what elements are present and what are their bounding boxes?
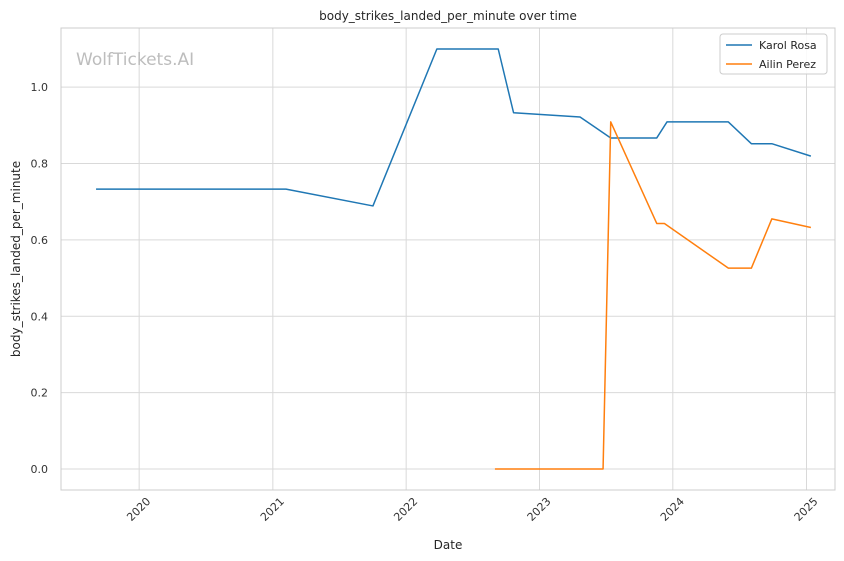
legend: Karol Rosa Ailin Perez: [719, 33, 828, 75]
legend-label-ailin-perez: Ailin Perez: [759, 58, 816, 71]
plot-frame: [60, 27, 836, 491]
series-line-karol-rosa: [96, 48, 812, 207]
y-tick-label-1.0: 1.0: [31, 81, 49, 94]
legend-label-karol-rosa: Karol Rosa: [759, 39, 817, 52]
chart-title: body_strikes_landed_per_minute over time: [319, 9, 577, 23]
y-tick-label-0.2: 0.2: [31, 387, 49, 400]
series-layer: [96, 48, 812, 470]
watermark: WolfTickets.AI: [76, 50, 194, 70]
y-axis-label: body_strikes_landed_per_minute: [9, 161, 23, 357]
y-tick-label-0.0: 0.0: [31, 463, 49, 476]
x-axis-label: Date: [434, 538, 463, 552]
y-tick-label-0.8: 0.8: [31, 158, 49, 171]
y-tick-label-0.6: 0.6: [31, 234, 49, 247]
y-tick-label-0.4: 0.4: [31, 310, 49, 323]
series-line-ailin-perez: [494, 121, 812, 470]
grid-layer: [61, 28, 835, 490]
